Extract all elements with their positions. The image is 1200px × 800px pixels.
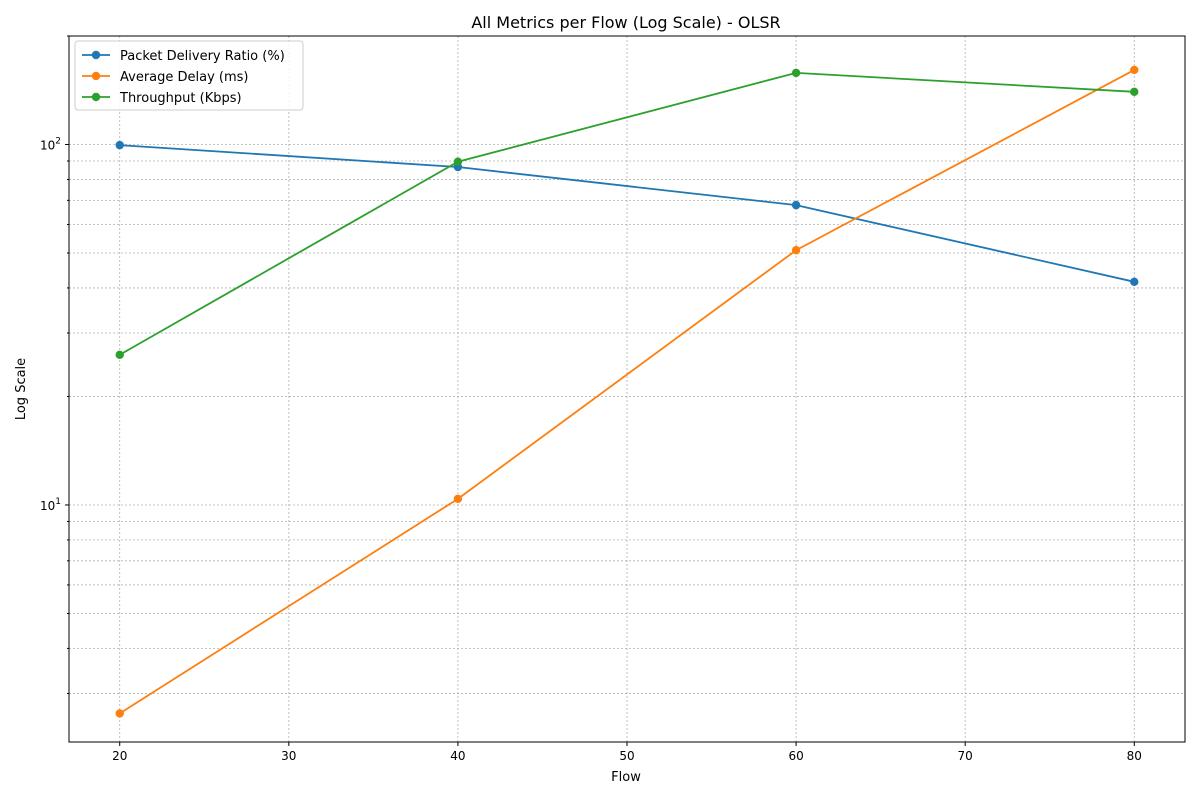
series-line [119, 69, 1135, 715]
data-point [791, 200, 801, 210]
data-point [791, 246, 801, 255]
y-tick-label: 101 [40, 497, 61, 513]
x-tick-label: 20 [112, 749, 127, 763]
data-point [115, 140, 124, 150]
series-line [119, 71, 1135, 356]
x-axis-label: Flow [611, 770, 641, 785]
y-tick-exponent: 2 [55, 137, 61, 147]
legend-marker [91, 50, 101, 60]
legend-label: Throughput (Kbps) [119, 91, 242, 106]
data-point [1130, 277, 1139, 287]
data-point [1130, 65, 1139, 75]
grid-lines [69, 35, 1185, 742]
data-point [453, 157, 463, 166]
data-point [791, 68, 801, 78]
legend-marker [91, 92, 101, 102]
data-point [1130, 87, 1139, 97]
data-point [115, 350, 124, 359]
x-tick-label: 40 [450, 749, 465, 763]
legend-label: Packet Delivery Ratio (%) [120, 49, 285, 64]
y-tick-base: 10 [40, 499, 55, 513]
x-tick-label: 30 [281, 749, 296, 763]
data-point [115, 709, 124, 718]
data-point [453, 494, 463, 504]
y-tick-base: 10 [40, 139, 55, 153]
legend-box [74, 40, 304, 111]
legend: Packet Delivery Ratio (%) Average Delay (… [74, 40, 304, 111]
series-layer [115, 65, 1139, 718]
y-tick-exponent: 1 [55, 497, 61, 507]
x-tick-label: 80 [1127, 749, 1142, 763]
y-axis-label: Log Scale [14, 358, 29, 420]
legend-marker [91, 71, 101, 81]
series-line [119, 144, 1135, 283]
y-tick-label: 102 [40, 137, 61, 153]
x-tick-label: 60 [788, 749, 803, 763]
x-tick-label: 50 [619, 749, 634, 763]
chart-title: All Metrics per Flow (Log Scale) - OLSR [471, 13, 780, 32]
x-tick-label: 70 [958, 749, 973, 763]
legend-label: Average Delay (ms) [120, 70, 249, 85]
